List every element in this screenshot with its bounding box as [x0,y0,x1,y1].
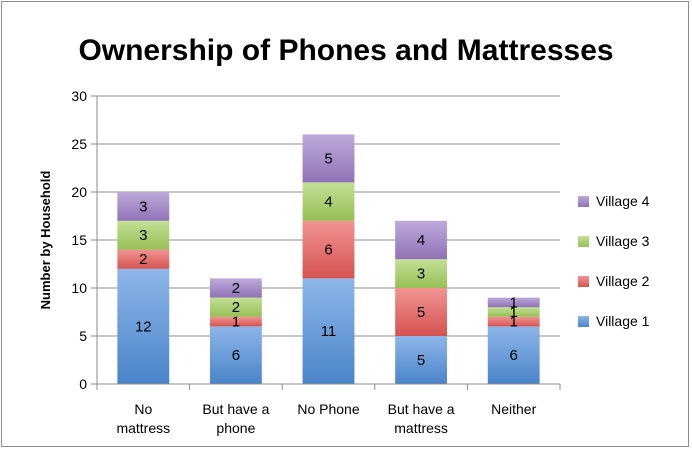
y-tick-label: 15 [71,232,87,248]
legend-label: Village 1 [596,313,650,329]
bar-segment [117,268,170,384]
data-label: 6 [232,347,240,364]
bar-segment [487,297,540,308]
legend-swatch [578,196,589,207]
data-label: 4 [417,232,425,249]
bar-segment [395,288,448,336]
data-label: 1 [232,314,240,331]
data-label: 4 [324,194,332,211]
data-label: 3 [139,227,147,244]
bar-segment [487,307,540,317]
data-label: 5 [324,150,332,167]
data-label: 12 [135,318,152,335]
data-label: 1 [510,314,518,331]
y-tick-label: 30 [71,88,87,104]
y-tick-label: 25 [71,136,87,152]
x-tick-label: No mattress [116,401,170,436]
bar-segment [302,220,355,279]
data-label: 6 [510,347,518,364]
bar-segment [302,182,355,221]
legend: Village 4 Village 3 Village 2 Village 1 [578,193,650,329]
x-tick-label: Neither [491,401,536,417]
data-label: 3 [139,198,147,215]
y-tick-label: 0 [79,376,87,392]
legend-swatch [578,276,589,287]
data-label: 5 [417,304,425,321]
y-tick-label: 10 [71,280,87,296]
data-label: 3 [417,266,425,283]
data-label: 2 [232,280,240,297]
legend-swatch [578,316,589,327]
bar-segment [395,259,448,288]
bar-segment [209,326,262,384]
bar-segment [487,316,540,327]
data-label: 1 [510,304,518,321]
y-axis-label: Number by Household [38,171,53,310]
x-tick-label: No Phone [297,401,359,417]
bar-segment [209,316,262,327]
legend-swatch [578,236,589,247]
x-tick-label: But have a phone [202,401,269,436]
legend-label: Village 2 [596,273,650,289]
bar-segment [209,297,262,317]
bar-segment [487,326,540,384]
data-label: 6 [324,242,332,259]
bar-segment [117,220,170,250]
bar-segment [117,192,170,221]
y-tick-label: 5 [79,328,87,344]
x-tick-label: But have a mattress [388,401,455,436]
bar-segment [117,249,170,269]
data-label: 11 [321,323,337,340]
data-label: 2 [232,299,240,316]
data-label: 5 [417,352,425,369]
axes [96,96,561,390]
legend-label: Village 4 [596,193,650,209]
legend-label: Village 3 [596,233,650,249]
bar-segment [209,278,262,298]
bar-segment [395,220,448,260]
bar-segment [395,336,448,384]
bar-segment [302,278,355,384]
data-label: 2 [139,251,147,268]
data-label: 1 [510,294,518,311]
bar-segment [302,134,355,183]
y-tick-label: 20 [71,184,87,200]
chart-title: Ownership of Phones and Mattresses [78,34,613,67]
